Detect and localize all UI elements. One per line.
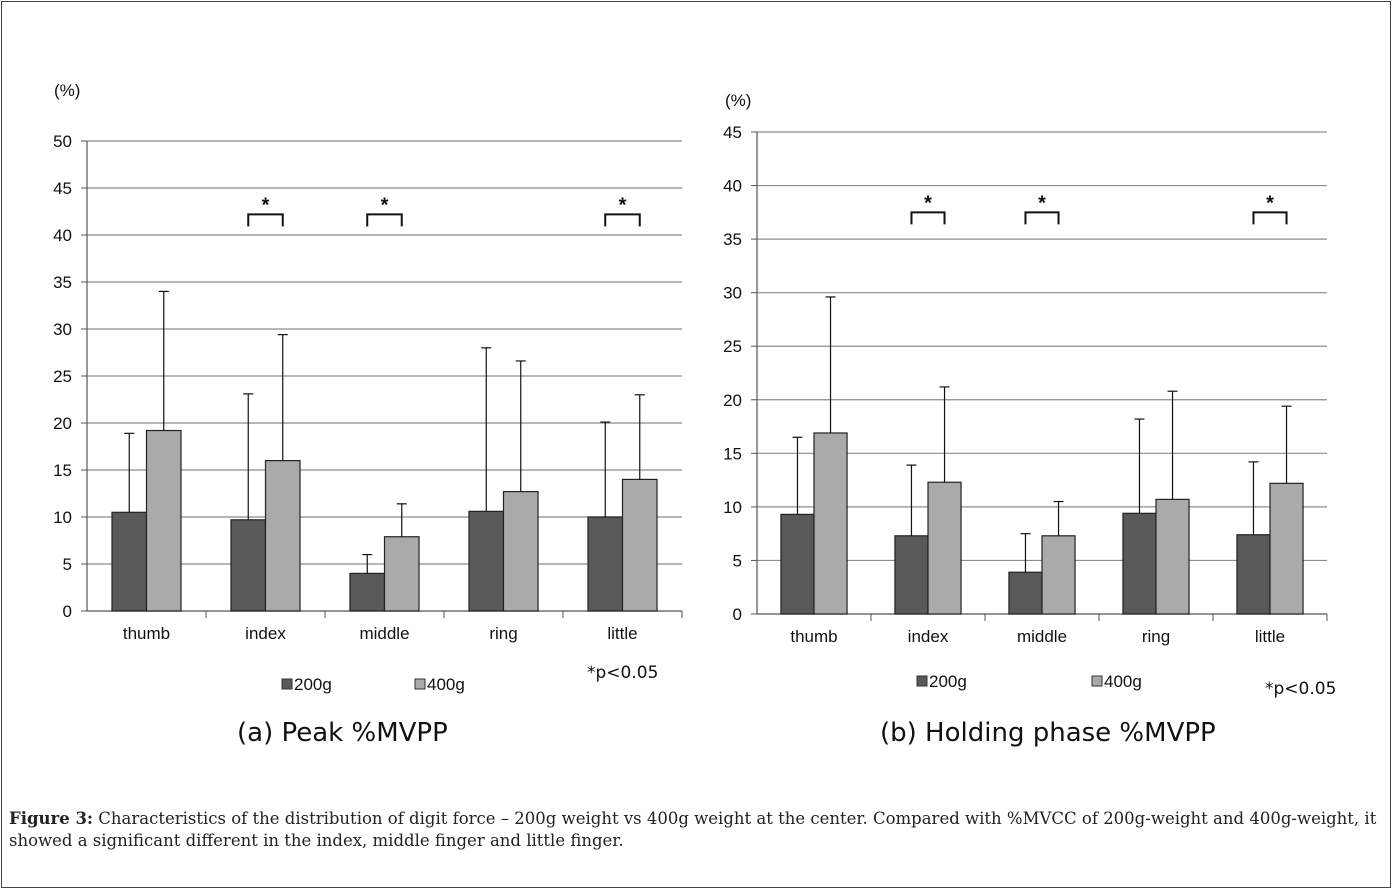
- significance-bracket-little: [604, 213, 641, 227]
- legend-swatch-400g: [414, 678, 426, 690]
- legend-label-200g: 200g: [929, 672, 967, 691]
- x-tick-label-little: little: [1255, 627, 1285, 646]
- bar-200g-index: [230, 519, 267, 612]
- bar-200g-ring: [468, 510, 505, 612]
- bar-400g-middle: [1041, 535, 1076, 615]
- chart-a-peak: 0 5 10 15 20 25 30 35 40 45 50 (%) thumb index * middle…: [53, 81, 683, 694]
- bar-200g-thumb: [780, 513, 815, 615]
- y-tick-label: 35: [53, 273, 72, 292]
- bar-400g-little: [621, 478, 658, 612]
- chart-b-title: (b) Holding phase %MVPP: [880, 718, 1216, 748]
- bar-400g-ring: [1155, 498, 1190, 615]
- y-tick-label: 45: [723, 123, 742, 142]
- significance-bracket-middle: [366, 213, 403, 227]
- y-tick-label: 40: [53, 226, 72, 245]
- bar-200g-index: [894, 535, 929, 615]
- legend-label-200g: 200g: [294, 675, 332, 694]
- x-tick-label-ring: ring: [1142, 627, 1170, 646]
- y-tick-label: 35: [723, 230, 742, 249]
- significance-bracket-index: [247, 213, 284, 227]
- bar-200g-little: [587, 516, 624, 612]
- y-tick-label: 10: [723, 498, 742, 517]
- bar-200g-little: [1236, 534, 1271, 615]
- x-tick-label-thumb: thumb: [790, 627, 837, 646]
- y-axis-label: (%): [54, 81, 80, 100]
- bar-200g-middle: [349, 572, 386, 612]
- y-tick-label: 10: [53, 508, 72, 527]
- legend-label-400g: 400g: [427, 675, 465, 694]
- y-tick-label: 5: [63, 555, 72, 574]
- y-tick-label: 0: [733, 605, 742, 624]
- x-tick-label-middle: middle: [359, 624, 409, 643]
- y-tick-label: 25: [53, 367, 72, 386]
- y-tick-label: 15: [53, 461, 72, 480]
- significance-marker-middle: *: [1038, 192, 1046, 214]
- bar-200g-ring: [1122, 512, 1157, 615]
- y-tick-label: 50: [53, 132, 72, 151]
- figure-caption: Figure 3: Characteristics of the distrib…: [9, 808, 1394, 852]
- bar-200g-thumb: [111, 511, 148, 612]
- legend-label-400g: 400g: [1104, 672, 1142, 691]
- y-tick-label: 25: [723, 337, 742, 356]
- caption-text: Characteristics of the distribution of d…: [9, 809, 1377, 850]
- x-tick-label-little: little: [607, 624, 637, 643]
- x-tick-label-middle: middle: [1017, 627, 1067, 646]
- y-tick-label: 30: [53, 320, 72, 339]
- significance-marker-index: *: [262, 194, 270, 216]
- significance-marker-middle: *: [381, 194, 389, 216]
- y-tick-label: 5: [733, 551, 742, 570]
- legend-swatch-200g: [281, 678, 293, 690]
- x-tick-label-index: index: [245, 624, 286, 643]
- caption-label: Figure 3:: [9, 809, 94, 828]
- bar-400g-thumb: [813, 432, 848, 615]
- bar-200g-middle: [1008, 571, 1043, 615]
- legend-swatch-400g: [1091, 675, 1103, 687]
- significance-marker-little: *: [619, 194, 627, 216]
- y-tick-label: 30: [723, 284, 742, 303]
- bar-400g-thumb: [145, 429, 182, 612]
- y-tick-label: 15: [723, 444, 742, 463]
- x-tick-label-thumb: thumb: [123, 624, 170, 643]
- bar-400g-ring: [502, 491, 539, 612]
- y-tick-label: 40: [723, 177, 742, 196]
- y-axis-label: (%): [725, 91, 751, 110]
- bar-400g-index: [264, 460, 301, 612]
- significance-marker-index: *: [924, 192, 932, 214]
- x-tick-label-index: index: [908, 627, 949, 646]
- chart-a-title: (a) Peak %MVPP: [237, 718, 448, 748]
- y-tick-label: 20: [723, 391, 742, 410]
- y-tick-label: 45: [53, 179, 72, 198]
- significance-marker-little: *: [1266, 192, 1274, 214]
- y-tick-label: 0: [63, 602, 72, 621]
- significance-bracket-little: [1252, 211, 1288, 225]
- chart-b-significance-note: *p<0.05: [1265, 679, 1337, 699]
- bar-400g-middle: [383, 536, 420, 612]
- chart-b-holding: 0 5 10 15 20 25 30 35 40 45 (%) thumb index * middle * r…: [723, 91, 1328, 691]
- chart-a-significance-note: *p<0.05: [587, 663, 659, 683]
- bar-400g-index: [927, 481, 962, 615]
- legend-swatch-200g: [916, 675, 928, 687]
- bar-400g-little: [1269, 482, 1304, 615]
- significance-bracket-middle: [1024, 211, 1060, 225]
- significance-bracket-index: [910, 211, 946, 225]
- x-tick-label-ring: ring: [489, 624, 517, 643]
- y-tick-label: 20: [53, 414, 72, 433]
